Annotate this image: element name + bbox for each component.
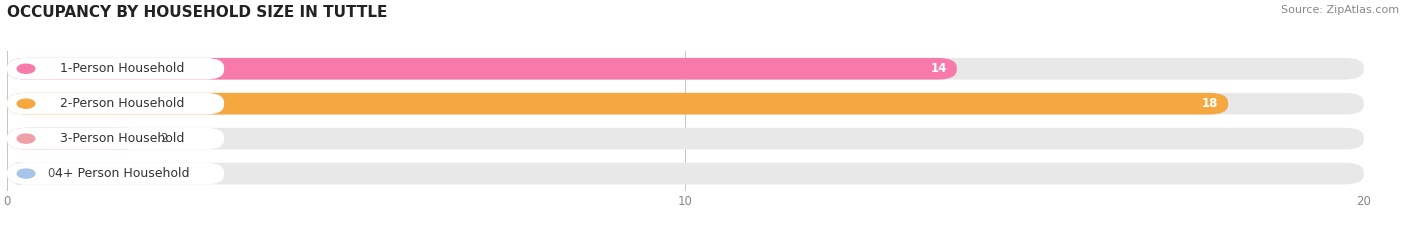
Circle shape (17, 99, 35, 108)
FancyBboxPatch shape (7, 93, 1364, 115)
FancyBboxPatch shape (7, 128, 143, 150)
FancyBboxPatch shape (7, 128, 224, 150)
FancyBboxPatch shape (7, 163, 1364, 185)
FancyBboxPatch shape (7, 93, 1229, 115)
Text: 3-Person Household: 3-Person Household (60, 132, 184, 145)
FancyBboxPatch shape (7, 58, 1364, 80)
Text: 14: 14 (931, 62, 946, 75)
Circle shape (17, 169, 35, 178)
Text: Source: ZipAtlas.com: Source: ZipAtlas.com (1281, 5, 1399, 15)
Text: OCCUPANCY BY HOUSEHOLD SIZE IN TUTTLE: OCCUPANCY BY HOUSEHOLD SIZE IN TUTTLE (7, 5, 388, 20)
Text: 2-Person Household: 2-Person Household (60, 97, 184, 110)
Text: 18: 18 (1202, 97, 1218, 110)
FancyBboxPatch shape (7, 58, 956, 80)
Text: 1-Person Household: 1-Person Household (60, 62, 184, 75)
FancyBboxPatch shape (7, 163, 224, 185)
Text: 2: 2 (160, 132, 167, 145)
Text: 0: 0 (48, 167, 55, 180)
FancyBboxPatch shape (7, 163, 31, 185)
Text: 4+ Person Household: 4+ Person Household (55, 167, 190, 180)
Circle shape (17, 134, 35, 143)
FancyBboxPatch shape (7, 93, 224, 115)
FancyBboxPatch shape (7, 128, 1364, 150)
Circle shape (17, 64, 35, 73)
FancyBboxPatch shape (7, 58, 224, 80)
